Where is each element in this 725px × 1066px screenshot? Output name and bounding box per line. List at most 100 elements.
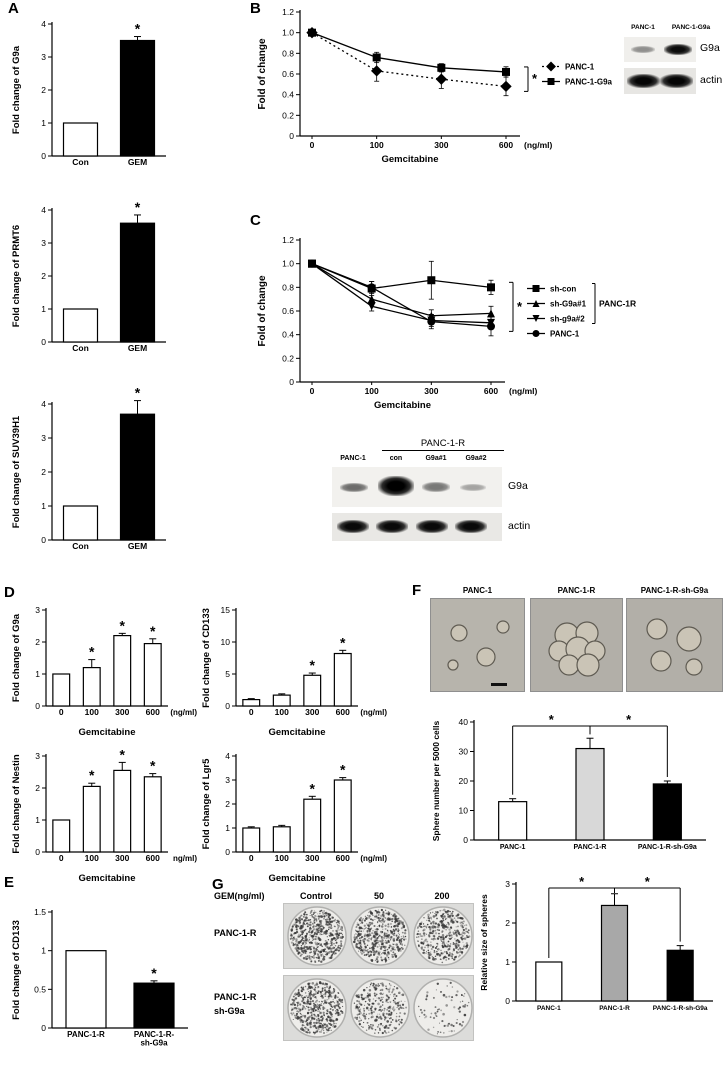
- svg-text:0: 0: [249, 853, 254, 863]
- svg-text:100: 100: [85, 853, 99, 863]
- svg-text:*: *: [135, 21, 141, 37]
- svg-text:Fold change of Nestin: Fold change of Nestin: [11, 754, 22, 853]
- svg-text:0.5: 0.5: [34, 984, 46, 994]
- svg-text:Gemcitabine: Gemcitabine: [78, 873, 135, 884]
- svg-text:3: 3: [35, 751, 40, 761]
- svg-text:*: *: [310, 780, 316, 796]
- bar-chart-sphere-number: 0 10 20 30 40 Sphere number per 5000 cells PAN…: [431, 712, 706, 851]
- svg-text:100: 100: [85, 707, 99, 717]
- svg-text:3: 3: [41, 433, 46, 443]
- svg-text:1: 1: [41, 946, 46, 956]
- svg-text:Fold change of Lgr5: Fold change of Lgr5: [201, 758, 212, 849]
- svg-text:600: 600: [484, 386, 498, 396]
- svg-text:*: *: [89, 644, 95, 660]
- svg-text:2: 2: [225, 799, 230, 809]
- svg-text:*: *: [340, 762, 346, 778]
- svg-text:Fold change of G9a: Fold change of G9a: [11, 45, 22, 134]
- bar-chart-g9a-dose: 0 1 2 3 Fold change of G9a 0 * 100 * 300 * 600 (ng/m…: [11, 605, 197, 738]
- svg-text:4: 4: [41, 205, 46, 215]
- svg-text:0: 0: [59, 853, 64, 863]
- svg-text:100: 100: [275, 853, 289, 863]
- svg-text:*: *: [626, 712, 632, 727]
- colony-dish: [287, 906, 347, 966]
- svg-text:0: 0: [41, 1023, 46, 1033]
- colony-dish: [350, 978, 410, 1038]
- blot-band: [422, 482, 450, 492]
- svg-text:(ng/ml): (ng/ml): [360, 854, 387, 863]
- dose-column-header: 50: [373, 891, 384, 901]
- svg-text:0: 0: [249, 707, 254, 717]
- svg-text:PANC-1: PANC-1: [500, 844, 526, 851]
- colony-row-label: sh-G9a: [214, 1006, 245, 1016]
- colony-dish: [350, 906, 410, 966]
- bar-chart-cd133-knockdown: 0 0.5 1 1.5 Fold change of CD133 PANC-1-R * PAN…: [11, 907, 188, 1048]
- svg-text:0.6: 0.6: [282, 306, 294, 316]
- blot-band-row-actin: [332, 513, 502, 541]
- svg-text:0: 0: [35, 847, 40, 857]
- svg-text:3: 3: [505, 879, 510, 889]
- svg-text:3: 3: [41, 238, 46, 248]
- svg-text:1: 1: [35, 815, 40, 825]
- blot-group-header: PANC-1-R: [382, 438, 504, 451]
- svg-text:2: 2: [41, 271, 46, 281]
- blot-band: [631, 46, 655, 53]
- svg-text:1: 1: [41, 501, 46, 511]
- sphere-image: [548, 621, 606, 677]
- micrograph-panc1r: [530, 598, 623, 692]
- svg-text:Fold change of CD133: Fold change of CD133: [11, 920, 22, 1020]
- dose-column-header: Control: [300, 891, 332, 901]
- svg-text:ng/ml): ng/ml): [173, 854, 197, 863]
- svg-text:*: *: [340, 634, 346, 650]
- svg-text:0: 0: [310, 386, 315, 396]
- line-chart-panc1-vs-panc1g9a: 0 0.2 0.4 0.6 0.8 1.0 1.2 Fold of change 0 100 300…: [257, 7, 613, 165]
- bar-chart-suv39h1-con-gem: 0 1 2 3 4 Fold change of SUV39H1 Con * GEM: [11, 385, 166, 551]
- micrograph-title: PANC-1: [462, 586, 493, 595]
- bar-chart-g9a-con-gem: 0 1 2 3 4 Fold change of G9a Con * GEM: [11, 19, 166, 167]
- svg-text:*: *: [645, 874, 651, 889]
- blot-target-label: actin: [700, 74, 723, 86]
- colony-dish: [413, 978, 473, 1038]
- svg-text:PANC-1-R: PANC-1-R: [574, 844, 607, 851]
- svg-text:3: 3: [225, 775, 230, 785]
- bar-chart-prmt6-con-gem: 0 1 2 3 4 Fold change of PRMT6 Con * GEM: [11, 199, 166, 353]
- svg-text:PANC-1-R-sh-G9a: PANC-1-R-sh-G9a: [638, 844, 697, 851]
- svg-text:0.2: 0.2: [282, 110, 294, 120]
- svg-text:30: 30: [459, 747, 469, 757]
- svg-text:0: 0: [41, 151, 46, 161]
- micrograph-panc1: [430, 598, 525, 692]
- svg-text:0: 0: [505, 996, 510, 1006]
- svg-text:0: 0: [41, 337, 46, 347]
- panel-label-e: E: [4, 874, 15, 891]
- svg-text:*: *: [89, 767, 95, 783]
- panel-label-c: C: [250, 212, 261, 229]
- svg-text:600: 600: [336, 853, 350, 863]
- panel-label-d: D: [4, 584, 15, 601]
- svg-text:(ng/ml): (ng/ml): [170, 708, 197, 717]
- panel-label-b: B: [250, 0, 261, 17]
- svg-text:*: *: [135, 385, 141, 401]
- blot-lane-label: con: [389, 455, 403, 462]
- svg-text:300: 300: [115, 853, 129, 863]
- svg-text:Con: Con: [72, 343, 89, 353]
- blot-target-label: G9a: [700, 42, 720, 54]
- western-blot-c: PANC-1-R PANC-1 con G9a#1 G9a#2 G9a acti…: [330, 438, 565, 556]
- svg-text:1: 1: [505, 957, 510, 967]
- svg-text:Con: Con: [72, 541, 89, 551]
- svg-text:2: 2: [35, 637, 40, 647]
- blot-lane-label: PANC-1: [340, 455, 366, 462]
- svg-text:2: 2: [41, 85, 46, 95]
- svg-text:sh-g9a#2: sh-g9a#2: [550, 315, 585, 324]
- svg-text:1.5: 1.5: [34, 907, 46, 917]
- blot-band: [455, 520, 487, 533]
- svg-text:PANC-1: PANC-1: [550, 330, 580, 339]
- svg-text:2: 2: [505, 918, 510, 928]
- svg-text:0: 0: [310, 140, 315, 150]
- svg-text:0: 0: [463, 835, 468, 845]
- svg-text:GEM: GEM: [128, 157, 147, 167]
- svg-text:sh-G9a: sh-G9a: [140, 1039, 168, 1048]
- svg-text:*: *: [150, 623, 156, 639]
- blot-band: [337, 520, 369, 533]
- svg-text:sh-con: sh-con: [550, 285, 576, 294]
- svg-text:Gemcitabine: Gemcitabine: [268, 727, 325, 738]
- scale-bar: [491, 683, 507, 686]
